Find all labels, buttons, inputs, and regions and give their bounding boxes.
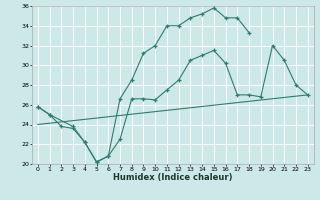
X-axis label: Humidex (Indice chaleur): Humidex (Indice chaleur) (113, 173, 233, 182)
